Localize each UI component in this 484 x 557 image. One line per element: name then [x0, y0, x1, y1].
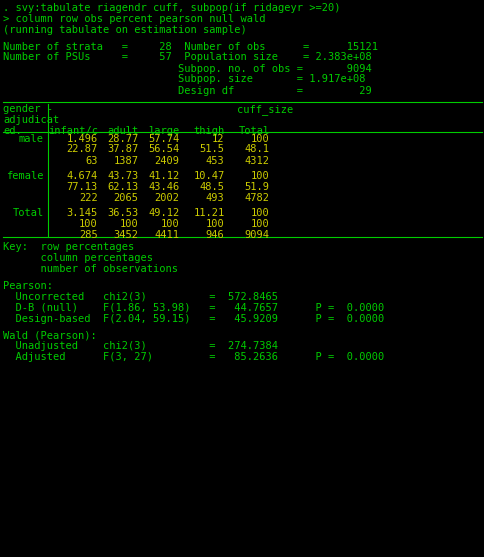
Text: 2409: 2409: [154, 155, 179, 165]
Text: 4411: 4411: [154, 230, 179, 240]
Text: Pearson:: Pearson:: [3, 281, 53, 291]
Text: large: large: [148, 126, 179, 136]
Text: 12: 12: [212, 134, 224, 144]
Text: adult: adult: [107, 126, 138, 136]
Text: 3452: 3452: [113, 230, 138, 240]
Text: 2065: 2065: [113, 193, 138, 203]
Text: 100: 100: [205, 219, 224, 229]
Text: 43.73: 43.73: [107, 171, 138, 181]
Text: 4.674: 4.674: [66, 171, 98, 181]
Text: Design df          =         29: Design df = 29: [3, 86, 371, 95]
Text: 2002: 2002: [154, 193, 179, 203]
Text: 22.87: 22.87: [66, 144, 98, 154]
Text: 63: 63: [85, 155, 98, 165]
Text: adjudicat: adjudicat: [3, 115, 59, 125]
Text: Number of strata   =     28  Number of obs      =      15121: Number of strata = 28 Number of obs = 15…: [3, 42, 377, 51]
Text: number of observations: number of observations: [3, 265, 178, 275]
Text: Design-based  F(2.04, 59.15)   =   45.9209      P =  0.0000: Design-based F(2.04, 59.15) = 45.9209 P …: [3, 314, 383, 324]
Text: 100: 100: [250, 219, 269, 229]
Text: 3.145: 3.145: [66, 208, 98, 218]
Text: 1.496: 1.496: [66, 134, 98, 144]
Text: 946: 946: [205, 230, 224, 240]
Text: 37.87: 37.87: [107, 144, 138, 154]
Text: 222: 222: [79, 193, 98, 203]
Text: 100: 100: [250, 134, 269, 144]
Text: 493: 493: [205, 193, 224, 203]
Text: 28.77: 28.77: [107, 134, 138, 144]
Text: (running tabulate on estimation sample): (running tabulate on estimation sample): [3, 25, 246, 35]
Text: 41.12: 41.12: [148, 171, 179, 181]
Text: 49.12: 49.12: [148, 208, 179, 218]
Text: 100: 100: [79, 219, 98, 229]
Text: infant/c: infant/c: [48, 126, 98, 136]
Text: 285: 285: [79, 230, 98, 240]
Text: Number of PSUs     =     57  Population size    = 2.383e+08: Number of PSUs = 57 Population size = 2.…: [3, 52, 371, 62]
Text: ed.: ed.: [3, 126, 22, 136]
Text: Wald (Pearson):: Wald (Pearson):: [3, 330, 96, 340]
Text: Total: Total: [238, 126, 269, 136]
Text: 11.21: 11.21: [193, 208, 224, 218]
Text: Adjusted      F(3, 27)         =   85.2636      P =  0.0000: Adjusted F(3, 27) = 85.2636 P = 0.0000: [3, 353, 383, 363]
Text: 51.5: 51.5: [199, 144, 224, 154]
Text: 100: 100: [160, 219, 179, 229]
Text: 56.54: 56.54: [148, 144, 179, 154]
Text: Unadjusted    chi2(3)          =  274.7384: Unadjusted chi2(3) = 274.7384: [3, 341, 277, 351]
Text: D-B (null)    F(1.86, 53.98)   =   44.7657      P =  0.0000: D-B (null) F(1.86, 53.98) = 44.7657 P = …: [3, 303, 383, 313]
Text: 453: 453: [205, 155, 224, 165]
Text: 48.1: 48.1: [244, 144, 269, 154]
Text: Uncorrected   chi2(3)          =  572.8465: Uncorrected chi2(3) = 572.8465: [3, 292, 277, 302]
Text: 4782: 4782: [244, 193, 269, 203]
Text: column percentages: column percentages: [3, 253, 152, 263]
Text: > column row obs percent pearson null wald: > column row obs percent pearson null wa…: [3, 14, 265, 24]
Text: Subpop. size       = 1.917e+08: Subpop. size = 1.917e+08: [3, 75, 365, 85]
Text: 100: 100: [250, 208, 269, 218]
Text: 100: 100: [120, 219, 138, 229]
Text: 4312: 4312: [244, 155, 269, 165]
Text: Subpop. no. of obs =       9094: Subpop. no. of obs = 9094: [3, 63, 371, 74]
Text: male: male: [19, 134, 44, 144]
Text: . svy:tabulate riagendr cuff, subpop(if ridageyr >=20): . svy:tabulate riagendr cuff, subpop(if …: [3, 3, 340, 13]
Text: 36.53: 36.53: [107, 208, 138, 218]
Text: 1387: 1387: [113, 155, 138, 165]
Text: Total: Total: [13, 208, 44, 218]
Text: female: female: [6, 171, 44, 181]
Text: 62.13: 62.13: [107, 182, 138, 192]
Text: cuff_size: cuff_size: [237, 104, 293, 115]
Text: 100: 100: [250, 171, 269, 181]
Text: 10.47: 10.47: [193, 171, 224, 181]
Text: 77.13: 77.13: [66, 182, 98, 192]
Text: Key:  row percentages: Key: row percentages: [3, 242, 134, 252]
Text: gender -: gender -: [3, 104, 53, 114]
Text: 48.5: 48.5: [199, 182, 224, 192]
Text: thigh: thigh: [193, 126, 224, 136]
Text: 57.74: 57.74: [148, 134, 179, 144]
Text: 43.46: 43.46: [148, 182, 179, 192]
Text: 51.9: 51.9: [244, 182, 269, 192]
Text: 9094: 9094: [244, 230, 269, 240]
